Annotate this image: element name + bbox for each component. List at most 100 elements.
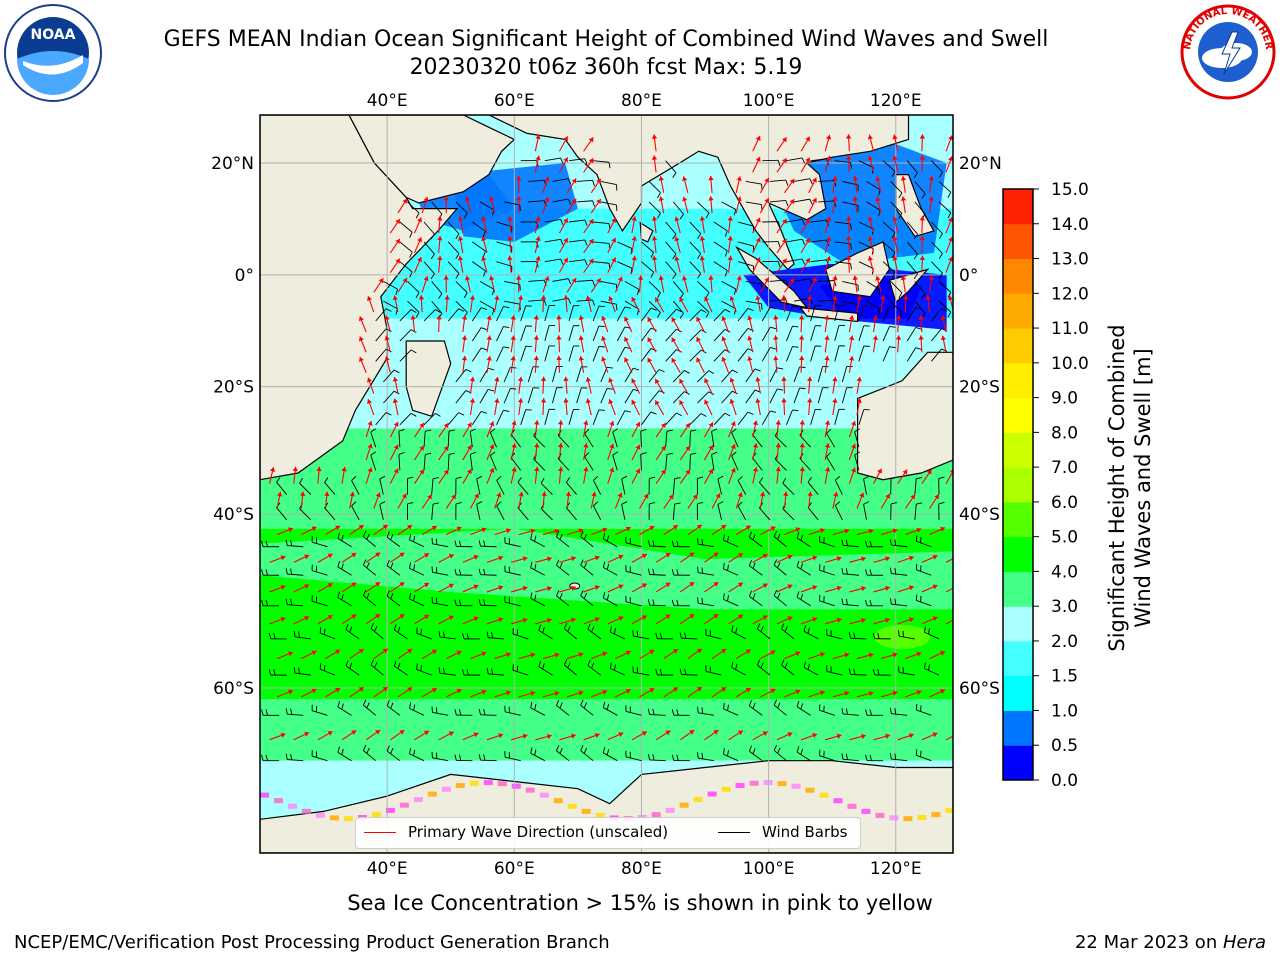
sea-ice-note: Sea Ice Concentration > 15% is shown in … — [347, 891, 933, 915]
wave-arrow — [470, 651, 487, 660]
wind-barb — [370, 451, 377, 471]
wave-arrow — [534, 236, 541, 254]
wind-barb — [872, 632, 891, 640]
wave-arrow — [462, 616, 479, 625]
wind-barb — [447, 261, 460, 279]
wave-arrow — [781, 398, 787, 416]
wave-arrow — [585, 295, 592, 313]
sea-ice-cell — [343, 816, 353, 822]
wind-barb — [423, 412, 441, 426]
wind-barb — [324, 477, 336, 495]
wave-arrow — [559, 617, 576, 625]
legend-wave-label: Primary Wave Direction (unscaled) — [408, 823, 669, 841]
wave-arrow — [651, 235, 658, 253]
wind-barb — [924, 662, 940, 676]
wind-barb — [889, 707, 908, 716]
wave-arrow — [848, 420, 857, 438]
wind-barb — [889, 567, 908, 576]
wave-arrow — [856, 528, 874, 536]
wind-barb — [311, 564, 328, 576]
wind-barb — [914, 502, 923, 520]
wind-barb — [461, 632, 480, 640]
wind-barb — [723, 702, 739, 716]
wind-barb — [717, 475, 724, 495]
wind-barb — [931, 241, 943, 259]
wave-arrow — [437, 216, 443, 234]
wave-arrow — [781, 295, 787, 313]
sea-ice-cell — [665, 807, 675, 813]
wave-arrow — [518, 652, 536, 660]
wind-barb — [454, 540, 473, 548]
wave-arrow — [846, 216, 852, 234]
wind-barb — [931, 221, 943, 239]
wave-arrow — [639, 493, 649, 509]
wind-barb — [640, 428, 647, 448]
wave-arrow — [397, 648, 413, 660]
wind-barb — [826, 629, 843, 640]
wind-barb — [882, 221, 896, 239]
wave-arrow — [856, 398, 862, 416]
wind-barb — [423, 452, 432, 471]
wave-arrow — [824, 335, 830, 353]
wind-barb — [431, 751, 449, 762]
wave-arrow — [541, 491, 547, 509]
wind-barb — [311, 750, 328, 762]
wind-barb — [261, 709, 280, 716]
wave-arrow — [728, 730, 744, 741]
wave-arrow — [729, 377, 737, 394]
wind-barb — [416, 663, 432, 676]
wind-barb — [826, 428, 836, 448]
wind-barb — [285, 598, 304, 607]
wind-barb — [648, 281, 661, 299]
wind-barb — [665, 261, 677, 280]
wind-barb — [454, 569, 473, 576]
wave-arrow — [510, 466, 517, 484]
wave-arrow — [269, 467, 276, 484]
wave-arrow — [921, 469, 932, 484]
wave-arrow — [631, 378, 641, 394]
wave-arrow — [578, 355, 585, 373]
wave-arrow — [316, 466, 322, 484]
lon-tick-top: 120°E — [870, 91, 922, 111]
wind-barb — [311, 595, 328, 607]
wind-barb — [423, 221, 435, 240]
wind-barb — [672, 300, 684, 319]
wind-barb — [807, 477, 819, 495]
footer-credit: NCEP/EMC/Verification Post Processing Pr… — [14, 932, 610, 953]
wind-barb — [906, 347, 922, 362]
wave-arrow — [457, 255, 464, 273]
wind-barb — [423, 261, 435, 280]
wave-arrow — [704, 399, 713, 416]
wind-barb — [293, 630, 311, 640]
wind-barb — [538, 660, 553, 676]
wind-barb — [819, 535, 835, 548]
wave-arrow — [293, 554, 310, 563]
wave-arrow — [873, 733, 891, 741]
wave-arrow — [773, 315, 779, 333]
wind-barb — [672, 502, 681, 520]
wave-arrow — [752, 217, 761, 234]
wind-barb — [689, 429, 697, 448]
wave-arrow — [755, 295, 761, 313]
wind-barb — [489, 451, 497, 471]
wind-barb — [648, 369, 665, 383]
wave-arrow — [559, 585, 576, 593]
colorbar-tick-label: 10.0 — [1051, 354, 1089, 374]
wind-barb — [672, 281, 684, 299]
wave-arrow — [752, 135, 761, 152]
wind-barb — [504, 751, 521, 762]
wave-arrow — [557, 442, 564, 461]
wave-arrow — [389, 238, 401, 254]
wind-barb — [882, 325, 896, 342]
wave-arrow — [607, 217, 617, 234]
wave-arrow — [945, 236, 953, 254]
wind-barb — [447, 452, 455, 471]
wind-barb — [512, 664, 529, 676]
wave-arrow — [558, 136, 569, 152]
wind-barb — [455, 369, 472, 383]
wind-barb — [496, 306, 510, 322]
wave-arrow — [921, 616, 938, 625]
wind-barb — [931, 160, 943, 178]
wave-arrow — [867, 155, 875, 173]
wave-arrow — [607, 732, 624, 741]
